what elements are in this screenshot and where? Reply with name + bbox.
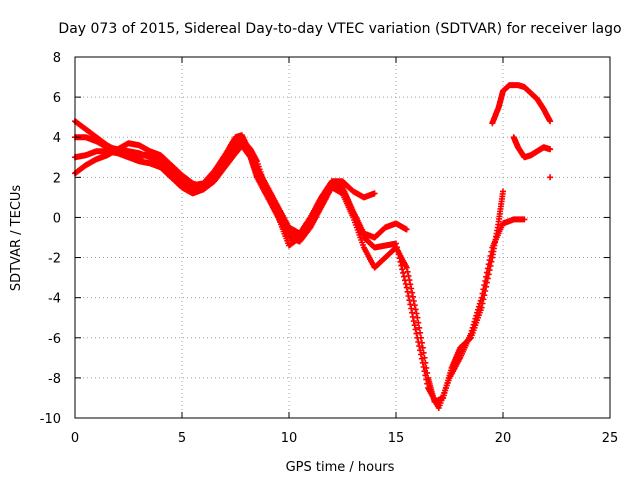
y-tick-label: 2 <box>53 171 61 186</box>
series-4-points <box>72 134 528 411</box>
series-7-points <box>547 174 554 181</box>
y-tick-label: 8 <box>53 51 61 66</box>
y-tick-label: 4 <box>53 131 61 146</box>
y-tick-label: -2 <box>48 252 61 267</box>
series-6 <box>510 134 554 161</box>
series-4 <box>72 134 528 411</box>
plot-frame <box>74 56 611 419</box>
x-tick-label: 20 <box>495 431 512 446</box>
y-tick-label: -6 <box>48 332 61 347</box>
x-tick-label: 5 <box>178 431 186 446</box>
x-tick-label: 0 <box>71 431 79 446</box>
series-5 <box>489 82 554 127</box>
chart-title: Day 073 of 2015, Sidereal Day-to-day VTE… <box>58 21 621 37</box>
series-7 <box>547 174 554 181</box>
y-tick-label: -4 <box>48 292 61 307</box>
y-tick-label: -10 <box>40 412 61 427</box>
marks-layer <box>72 82 554 411</box>
x-tick-label: 15 <box>388 431 405 446</box>
y-tick-label: 6 <box>53 91 61 106</box>
axes-layer: 0 5 10 15 20 25 -10 -8 -6 -4 -2 0 2 4 6 8 <box>40 51 619 446</box>
series-6-points <box>510 134 554 161</box>
y-tick-label: -8 <box>48 372 61 387</box>
x-tick-label: 10 <box>281 431 298 446</box>
series-5-points <box>489 82 554 127</box>
y-tick-label: 0 <box>53 211 61 226</box>
x-axis-label: GPS time / hours <box>286 460 395 475</box>
y-axis-label: SDTVAR / TECUs <box>9 185 24 292</box>
x-tick-label: 25 <box>602 431 619 446</box>
grid-layer <box>75 57 610 418</box>
